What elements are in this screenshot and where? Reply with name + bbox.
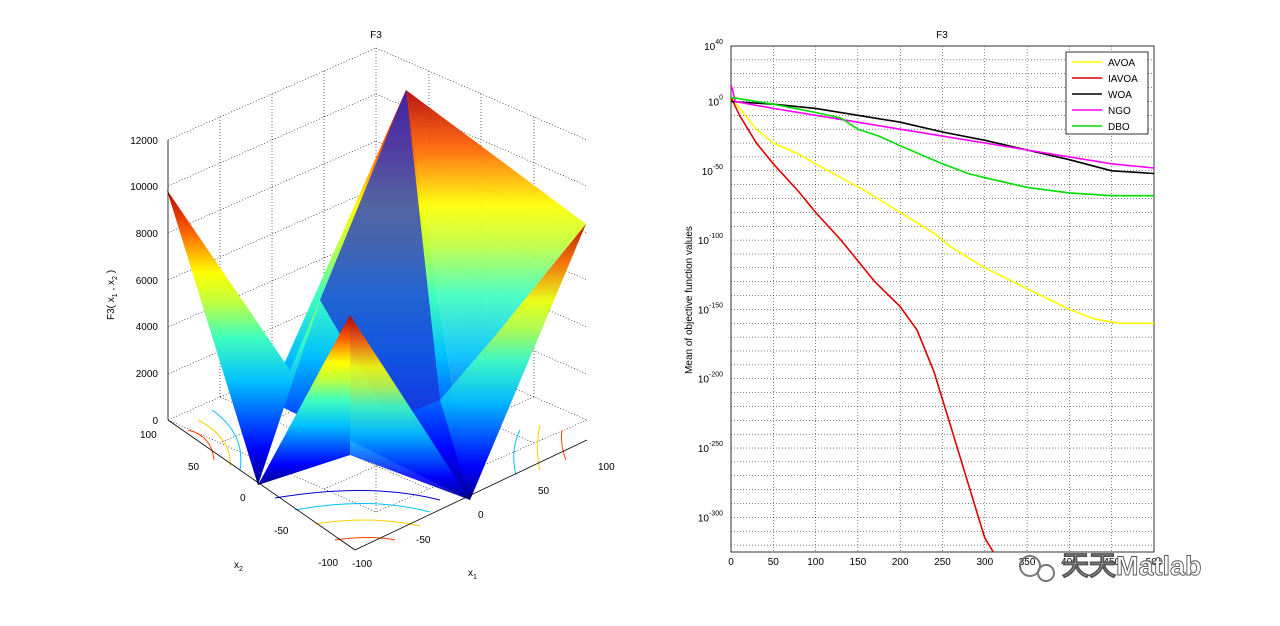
z-axis-label: F3( x1 , x2 ) — [106, 270, 119, 320]
convergence-plot-title: F3 — [936, 30, 948, 41]
z-tick-label: 6000 — [136, 276, 159, 287]
y-tick-label: 10-150 — [698, 302, 723, 316]
series-line-woa — [731, 100, 1154, 175]
x2-tick-label: 0 — [240, 493, 246, 504]
x-tick-label: 300 — [976, 557, 993, 568]
series-line-avoa — [731, 96, 1154, 325]
x-tick-label: 250 — [934, 557, 951, 568]
y-axis-label: Mean of objective function values — [684, 226, 695, 374]
surface-mesh — [167, 90, 586, 500]
x1-tick-label: 0 — [478, 510, 484, 521]
x2-axis-ticks: 100 50 0 -50 -100 — [140, 430, 338, 569]
y-tick-label: 10-50 — [702, 164, 723, 178]
x-axis-ticks: 0 50 100 150 200 250 300 350 400 450 500 — [728, 557, 1163, 568]
x-tick-label: 150 — [850, 557, 867, 568]
x-tick-label: 50 — [768, 557, 780, 568]
series-line-iavoa — [731, 96, 994, 552]
x2-tick-label: 50 — [188, 462, 200, 473]
z-tick-label: 10000 — [130, 182, 158, 193]
legend-box — [1065, 51, 1149, 135]
surface-plot-3d: F3 — [106, 30, 615, 581]
y-tick-label: 10-250 — [698, 441, 723, 455]
z-tick-label: 12000 — [130, 136, 158, 147]
watermark-text: 天天Matlab — [1062, 551, 1202, 581]
watermark: 天天Matlab — [1019, 551, 1202, 582]
legend-label: AVOA — [1108, 58, 1135, 69]
series-line-dbo — [731, 96, 1154, 197]
x-tick-label: 350 — [1019, 557, 1036, 568]
x1-axis-label: x1 — [468, 568, 477, 581]
x-tick-label: 0 — [728, 557, 734, 568]
wechat-logo-icon-small — [1037, 564, 1055, 582]
y-tick-label: 100 — [708, 94, 723, 108]
y-axis-ticks: 1040 100 10-50 10-100 10-150 10-200 10-250 10-3… — [698, 39, 723, 524]
x-tick-label: 500 — [1146, 557, 1163, 568]
z-tick-label: 0 — [152, 416, 158, 427]
x2-axis-label: x2 — [234, 560, 243, 573]
y-tick-label: 1040 — [704, 39, 723, 53]
wechat-logo-icon — [1019, 555, 1041, 577]
surface-plot-contours — [187, 409, 567, 541]
x-tick-label: 200 — [892, 557, 909, 568]
series-lines — [731, 84, 1154, 552]
legend-label: IAVOA — [1108, 74, 1138, 85]
x1-axis-ticks: -100 -50 0 50 100 — [352, 462, 615, 570]
legend-label: WOA — [1108, 90, 1132, 101]
x1-tick-label: -100 — [352, 559, 372, 570]
z-tick-label: 4000 — [136, 322, 159, 333]
legend: AVOA IAVOA WOA NGO DBO — [1065, 51, 1149, 135]
legend-label: NGO — [1108, 106, 1131, 117]
legend-label: DBO — [1108, 122, 1130, 133]
convergence-plot: F3 0 50 100 150 200 250 300 350 400 450 500 104010… — [684, 30, 1163, 568]
x1-tick-label: 100 — [598, 462, 615, 473]
z-tick-label: 2000 — [136, 369, 159, 380]
series-line-ngo — [731, 84, 1154, 169]
surface-plot-axes — [167, 140, 588, 551]
z-axis-ticks: 0 2000 4000 6000 8000 10000 12000 — [130, 136, 158, 427]
surface-plot-title: F3 — [370, 30, 382, 41]
x2-tick-label: 100 — [140, 430, 157, 441]
x-tick-label: 100 — [807, 557, 824, 568]
x-tick-label: 400 — [1061, 557, 1078, 568]
x1-tick-label: -50 — [416, 535, 431, 546]
z-tick-label: 8000 — [136, 229, 159, 240]
x2-tick-label: -100 — [318, 558, 338, 569]
x-tick-label: 450 — [1103, 557, 1120, 568]
x2-tick-label: -50 — [274, 526, 289, 537]
y-tick-label: 10-300 — [698, 510, 723, 524]
x1-tick-label: 50 — [538, 486, 550, 497]
y-tick-label: 10-200 — [698, 372, 723, 386]
y-tick-label: 10-100 — [698, 233, 723, 247]
